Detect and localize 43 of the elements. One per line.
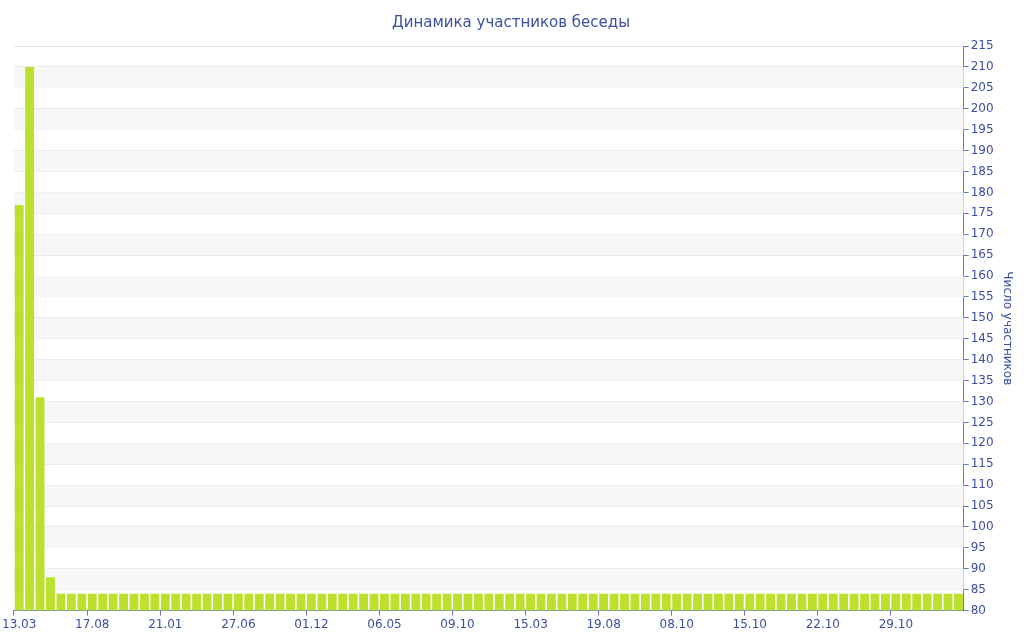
y2-tick-label: 90 (970, 560, 986, 575)
x-tick-label: 27.06 (221, 616, 256, 631)
x-tick-label: 15.10 (732, 616, 767, 631)
y2-tick-label: 205 (970, 79, 994, 94)
y2-tick-label: 155 (970, 289, 994, 304)
y2-tick-label: 100 (970, 519, 994, 534)
y2-tick-label: 180 (970, 184, 994, 199)
y2-tick-label: 105 (970, 498, 994, 513)
x-tick-label: 17.08 (75, 616, 110, 631)
y2-tick-label: 80 (970, 602, 986, 617)
x-tick-label: 19.08 (586, 616, 621, 631)
y2-tick-label: 130 (970, 393, 994, 408)
x-tick-label: 22.10 (805, 616, 840, 631)
x-tick-label: 15.03 (513, 616, 548, 631)
y2-tick-label: 200 (970, 100, 994, 115)
y2-tick-label: 110 (970, 477, 994, 492)
y2-tick-label: 95 (970, 539, 986, 554)
y2-tick-label: 150 (970, 309, 994, 324)
x-tick-label: 21.01 (148, 616, 183, 631)
y2-tick-label: 170 (970, 226, 994, 241)
y2-tick-label: 215 (970, 38, 994, 53)
y2-tick-label: 195 (970, 121, 994, 136)
x-tick-label: 01.12 (294, 616, 329, 631)
y2-tick-label: 135 (970, 372, 994, 387)
y2-tick-label: 185 (970, 163, 994, 178)
x-tick-label: 08.10 (659, 616, 694, 631)
y2-tick-label: 145 (970, 330, 994, 345)
y2-tick-label: 190 (970, 142, 994, 157)
y2-tick-label: 85 (970, 581, 986, 596)
chart-title: Динамика участников беседы (391, 12, 631, 31)
x-tick-label: 13.03 (2, 616, 37, 631)
y2-tick-label: 120 (970, 435, 994, 450)
y2-tick-label: 210 (970, 59, 994, 74)
y2-tick-label: 175 (970, 205, 994, 220)
y2-tick-label: 140 (970, 351, 994, 366)
y2-tick-label: 165 (970, 247, 994, 262)
x-tick-label: 29.10 (878, 616, 914, 631)
y2-tick-label: 115 (970, 456, 994, 471)
y2-tick-label: 125 (970, 414, 994, 429)
y2-axis-title: Число участников (1000, 271, 1015, 386)
y2-tick-label: 160 (970, 268, 994, 283)
x-tick-label: 09.10 (440, 616, 475, 631)
x-tick-label: 06.05 (367, 616, 402, 631)
